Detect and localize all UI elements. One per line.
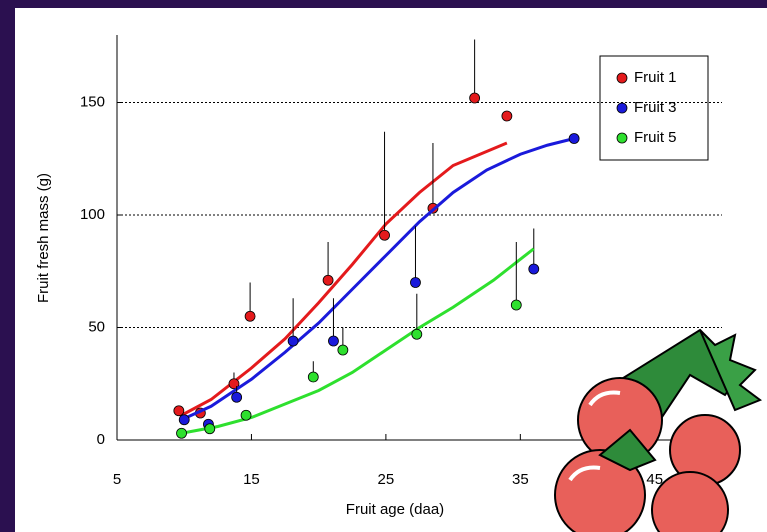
y-axis-label: Fruit fresh mass (g) [35, 173, 52, 303]
fit-line [180, 141, 508, 417]
data-point [204, 423, 216, 435]
data-point [510, 299, 522, 311]
plot-area: 0 50 100 150 5 15 25 35 45 Fruit 1 Fruit 3 Fruit 5 [80, 35, 722, 488]
data-point [568, 133, 580, 144]
x-axis-label: Fruit age (daa) [346, 501, 444, 518]
data-point [322, 274, 334, 286]
y-tick-label: 100 [80, 206, 105, 223]
data-point [469, 92, 481, 104]
data-point [528, 263, 540, 275]
x-tick-label: 25 [378, 471, 395, 488]
y-tick-label: 150 [80, 93, 105, 110]
legend-label: Fruit 3 [634, 99, 677, 116]
data-point [328, 335, 339, 347]
data-point [240, 409, 252, 421]
data-point [379, 229, 390, 241]
data-point [176, 427, 187, 439]
legend-label: Fruit 1 [634, 69, 677, 86]
x-tick-label: 35 [512, 471, 529, 488]
data-point [501, 110, 513, 122]
tomato-clipart [554, 328, 763, 532]
data-point [307, 371, 319, 383]
x-tick-label: 45 [646, 471, 663, 488]
data-point [231, 391, 243, 403]
data-point [411, 328, 423, 340]
x-tick-label: 15 [243, 471, 260, 488]
legend-label: Fruit 5 [634, 129, 677, 146]
y-tick-label: 50 [88, 318, 105, 335]
data-point [337, 344, 349, 356]
data-point [287, 335, 299, 347]
fit-line [180, 137, 575, 422]
x-tick-label: 5 [113, 471, 121, 488]
data-point [173, 405, 185, 417]
legend-marker [616, 72, 628, 84]
fit-line [181, 247, 535, 435]
data-point [410, 277, 421, 288]
legend-marker [616, 102, 628, 114]
y-tick-label: 0 [97, 431, 105, 448]
legend-marker [616, 132, 628, 144]
data-point [244, 310, 256, 322]
data-point [178, 414, 190, 426]
